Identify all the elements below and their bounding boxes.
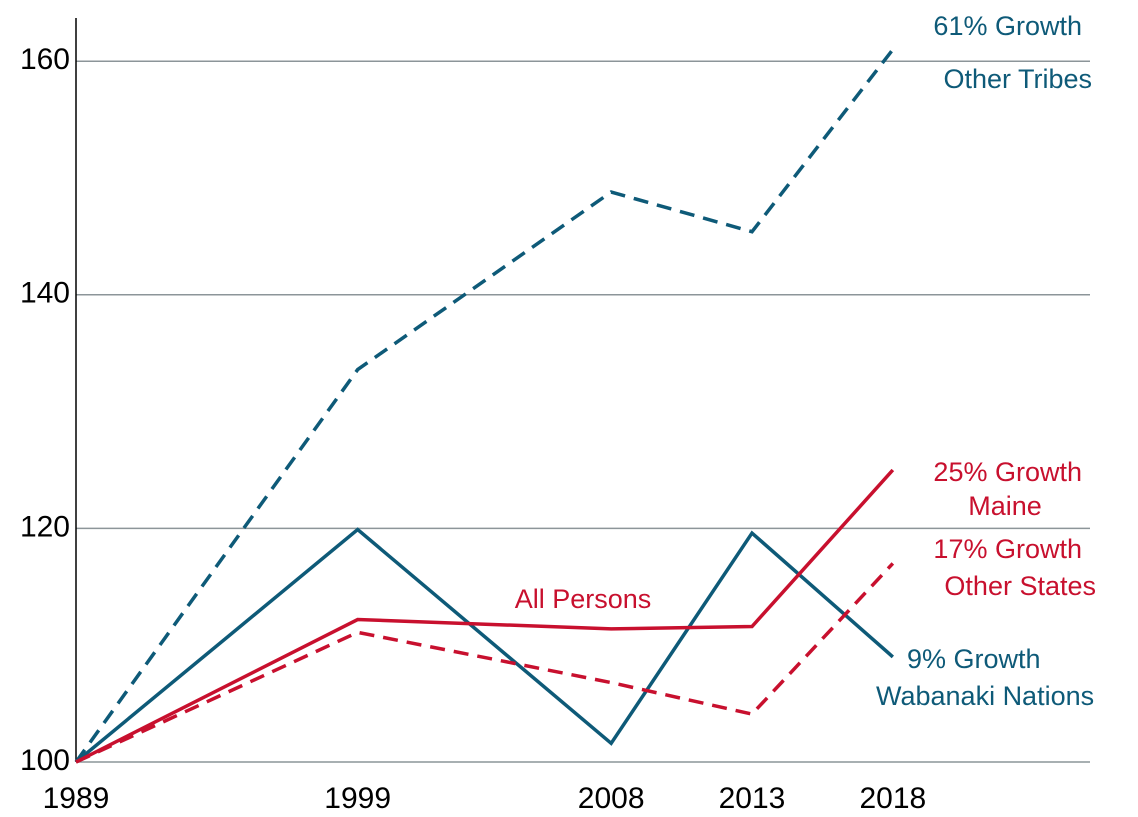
series-label: Other States [944, 571, 1096, 601]
annotation: 61% Growth [933, 11, 1082, 41]
x-tick-label: 1989 [43, 782, 110, 815]
y-tick-label: 140 [20, 277, 70, 310]
series-line [75, 562, 895, 764]
annotation: All Persons [515, 584, 652, 614]
annotation: 25% Growth [933, 457, 1082, 487]
series-label: Wabanaki Nations [876, 681, 1094, 711]
annotation: 9% Growth [907, 644, 1041, 674]
annotation: 17% Growth [933, 534, 1082, 564]
series-line [74, 48, 895, 764]
series-line [75, 468, 895, 764]
y-tick-label: 120 [20, 510, 70, 543]
x-tick-label: 2008 [578, 782, 645, 815]
series-line [74, 527, 894, 764]
x-tick-label: 2018 [859, 782, 926, 815]
series-label: Other Tribes [943, 64, 1092, 94]
y-tick-label: 160 [20, 43, 70, 76]
x-tick-label: 1999 [324, 782, 391, 815]
y-tick-label: 100 [20, 744, 70, 777]
x-tick-label: 2013 [719, 782, 786, 815]
series-label: Maine [968, 491, 1042, 521]
